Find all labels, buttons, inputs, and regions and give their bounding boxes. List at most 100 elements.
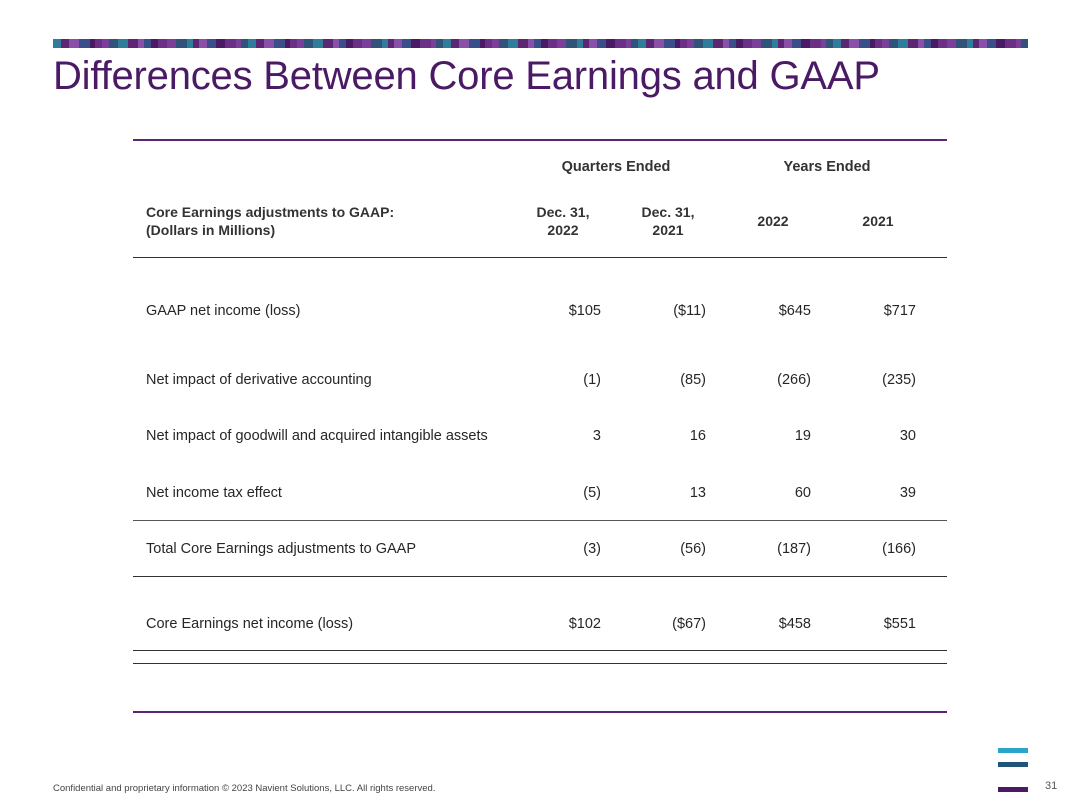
column-header-q-2022: Dec. 31, 2022 xyxy=(518,203,608,239)
mosaic-tile xyxy=(577,39,583,48)
mosaic-tile xyxy=(663,39,675,48)
cell-y-2021: 39 xyxy=(899,485,916,501)
header-group-quarters: Quarters Ended xyxy=(561,159,671,175)
row-label: GAAP net income (loss) xyxy=(146,303,301,319)
page-number: 31 xyxy=(1045,780,1058,792)
mosaic-tile xyxy=(517,39,529,48)
mosaic-tile xyxy=(53,39,61,48)
mosaic-tile xyxy=(225,39,236,48)
cell-y-2022: (187) xyxy=(777,541,811,557)
mosaic-tile xyxy=(353,39,362,48)
mosaic-tile xyxy=(605,39,616,48)
cell-q-2021: ($67) xyxy=(672,616,706,632)
mosaic-tile xyxy=(645,39,655,48)
cell-y-2021: (166) xyxy=(882,541,916,557)
column-header-y-2021: 2021 xyxy=(862,213,894,229)
mosaic-tile xyxy=(582,39,590,48)
cell-q-2022: $105 xyxy=(568,303,601,319)
mosaic-tile xyxy=(898,39,908,48)
mosaic-tile xyxy=(596,39,606,48)
cell-y-2021: $551 xyxy=(883,616,916,632)
row-label: Net impact of derivative accounting xyxy=(146,372,372,388)
mosaic-tile xyxy=(143,39,151,48)
mosaic-tile xyxy=(118,39,128,48)
table-row-gaap-net-income: GAAP net income (loss) $105 ($11) $645 $… xyxy=(0,301,1080,321)
confidential-footer: Confidential and proprietary information… xyxy=(53,783,436,794)
mosaic-tile xyxy=(150,39,159,48)
cell-y-2022: 19 xyxy=(794,428,811,444)
header-group-years: Years Ended xyxy=(783,159,871,175)
mosaic-tile xyxy=(69,39,79,48)
mosaic-tile xyxy=(556,39,567,48)
mosaic-tile xyxy=(638,39,646,48)
mosaic-tile xyxy=(60,39,70,48)
mosaic-tile xyxy=(284,39,291,48)
mosaic-tile xyxy=(109,39,118,48)
mosaic-tile xyxy=(615,39,626,48)
mosaic-tile xyxy=(296,39,305,48)
mosaic-tile xyxy=(995,39,1006,48)
mosaic-tile xyxy=(723,39,729,48)
mosaic-tile xyxy=(235,39,242,48)
mosaic-tile xyxy=(946,39,957,48)
mosaic-tile xyxy=(703,39,713,48)
mosaic-tile xyxy=(333,39,339,48)
mosaic-tile xyxy=(875,39,882,48)
mosaic-tile xyxy=(979,39,987,48)
cell-q-2022: (3) xyxy=(583,541,601,557)
table-row-goodwill-intangibles: Net impact of goodwill and acquired inta… xyxy=(0,426,1080,446)
mosaic-tile xyxy=(1005,39,1016,48)
mosaic-tile xyxy=(728,39,736,48)
mosaic-tile xyxy=(772,39,778,48)
table-row-derivative-accounting: Net impact of derivative accounting (1) … xyxy=(0,370,1080,390)
mosaic-tile xyxy=(972,39,980,48)
mosaic-tile xyxy=(322,39,334,48)
logo-bar-top xyxy=(998,748,1028,753)
column-header-line2: 2022 xyxy=(547,222,579,238)
mosaic-tile xyxy=(686,39,695,48)
cell-q-2022: $102 xyxy=(568,616,601,632)
mosaic-tile xyxy=(199,39,207,48)
mosaic-tile xyxy=(255,39,265,48)
header-bottom-rule xyxy=(133,257,947,258)
mosaic-tile xyxy=(777,39,785,48)
total-double-rule-upper xyxy=(133,650,947,651)
table-row-income-tax-effect: Net income tax effect (5) 13 60 39 xyxy=(0,483,1080,503)
mosaic-tile xyxy=(761,39,772,48)
mosaic-tile xyxy=(394,39,402,48)
mosaic-tile xyxy=(290,39,297,48)
mosaic-tile xyxy=(273,39,285,48)
mosaic-tile xyxy=(215,39,226,48)
mosaic-tile xyxy=(264,39,274,48)
mosaic-tile xyxy=(430,39,437,48)
navient-bars-logo xyxy=(998,748,1028,792)
mosaic-tile xyxy=(248,39,256,48)
mosaic-tile xyxy=(138,39,144,48)
header-row-label: Core Earnings adjustments to GAAP: (Doll… xyxy=(146,203,394,239)
mosaic-tile xyxy=(401,39,411,48)
table-bottom-rule xyxy=(133,711,947,713)
mosaic-tile xyxy=(304,39,313,48)
mosaic-tile xyxy=(743,39,752,48)
mosaic-tile xyxy=(712,39,724,48)
table-top-rule xyxy=(133,139,947,141)
column-header-line1: Dec. 31, xyxy=(536,204,590,220)
mosaic-tile xyxy=(485,39,492,48)
cell-q-2021: 16 xyxy=(689,428,706,444)
decorative-mosaic-bar xyxy=(53,39,1028,48)
column-header-line1: Dec. 31, xyxy=(641,204,695,220)
mosaic-tile xyxy=(625,39,632,48)
mosaic-tile xyxy=(206,39,216,48)
cell-y-2022: 60 xyxy=(794,485,811,501)
cell-y-2021: 30 xyxy=(899,428,916,444)
mosaic-tile xyxy=(938,39,947,48)
mosaic-tile xyxy=(382,39,388,48)
mosaic-tile xyxy=(361,39,372,48)
mosaic-tile xyxy=(694,39,703,48)
mosaic-tile xyxy=(241,39,248,48)
mosaic-tile xyxy=(187,39,193,48)
column-header-q-2021: Dec. 31, 2021 xyxy=(623,203,713,239)
mosaic-tile xyxy=(548,39,557,48)
cell-y-2022: $645 xyxy=(778,303,811,319)
mosaic-tile xyxy=(889,39,898,48)
